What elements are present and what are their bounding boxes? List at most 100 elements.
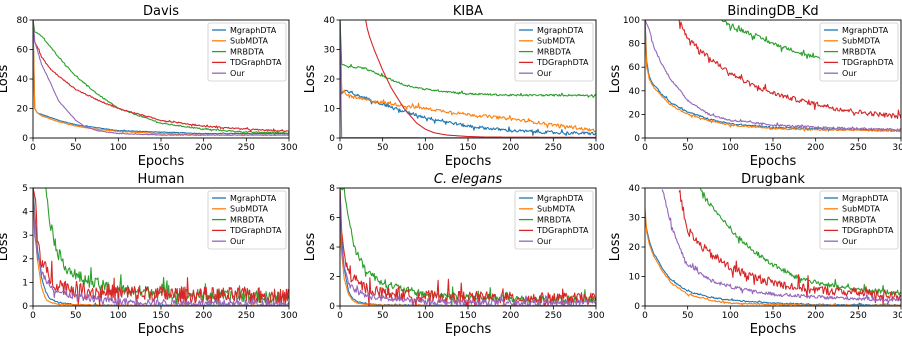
chart-panel: Davis 0 50 100 150 200 250 300 0 20 40 60 80 Epochs Lo… [0,4,298,169]
x-tick-label: 50 [70,143,82,153]
legend-label: TDGraphDTA [536,58,589,67]
y-tick-label: 4 [22,208,28,218]
x-tick-label: 200 [502,143,519,153]
y-tick-label: 40 [629,87,641,97]
x-tick-label: 200 [502,311,519,321]
y-axis-label: Loss [0,65,11,94]
x-tick-label: 150 [764,311,781,321]
legend-label: Our [230,69,245,78]
chart-title: Drugbank [741,172,805,187]
legend-label: MRBDTA [230,47,264,56]
legend-label: MgraphDTA [842,26,889,35]
y-tick-label: 80 [17,16,29,26]
y-tick-label: 1 [22,278,28,288]
x-axis-label: Epochs [750,322,797,337]
y-tick-label: 0 [329,302,335,312]
y-tick-label: 30 [629,214,641,224]
x-tick-label: 100 [110,311,127,321]
legend-label: TDGraphDTA [841,226,894,235]
y-tick-label: 80 [629,40,641,50]
y-axis-label: Loss [303,65,318,94]
chart-panel: KIBA 0 50 100 150 200 250 300 0 10 20 30 40 Epochs Los… [303,4,605,169]
series-line-our [33,188,289,306]
y-tick-label: 5 [22,184,28,194]
chart-title: Human [138,172,185,187]
series-line-tdgraphdta [33,20,289,133]
x-axis-label: Epochs [138,154,185,169]
series-line-mrbdta [340,20,596,98]
series-line-mgraphdta [340,20,596,136]
chart-title: BindingDB_Kd [727,4,818,19]
legend-label: MRBDTA [842,215,876,224]
x-tick-label: 50 [70,311,82,321]
x-tick-label: 200 [807,311,824,321]
series-line-our [661,189,901,304]
y-tick-label: 20 [629,243,641,253]
x-axis-label: Epochs [138,322,185,337]
x-tick-label: 100 [722,311,739,321]
legend-label: SubMDTA [230,205,269,214]
y-tick-label: 3 [22,231,28,241]
chart-title: KIBA [453,4,483,19]
legend-label: SubMDTA [537,205,576,214]
x-tick-label: 0 [30,143,36,153]
x-tick-label: 100 [417,311,434,321]
series-line-our [33,20,289,137]
series-line-tdgraphdta [33,188,289,306]
y-tick-label: 0 [634,134,640,144]
legend-label: MgraphDTA [842,194,889,203]
series-group [645,20,901,133]
legend-box [819,190,899,250]
x-tick-label: 0 [642,143,648,153]
chart-title: C. elegans [434,172,502,187]
series-line-mrbdta [699,188,901,296]
x-tick-label: 100 [722,143,739,153]
series-line-mrbdta [33,20,289,135]
x-axis-label: Epochs [445,154,492,169]
x-tick-label: 0 [337,311,343,321]
y-axis-label: Loss [608,65,623,94]
legend-label: MgraphDTA [537,26,584,35]
y-tick-label: 2 [329,273,335,283]
legend-label: TDGraphDTA [841,58,894,67]
legend-label: SubMDTA [842,37,881,46]
legend-label: SubMDTA [537,37,576,46]
x-tick-label: 200 [195,311,212,321]
y-axis-label: Loss [608,233,623,262]
x-tick-label: 150 [152,143,169,153]
y-tick-label: 0 [22,302,28,312]
legend-label: Our [537,69,552,78]
series-line-tdgraphdta [678,20,901,120]
x-tick-label: 200 [807,143,824,153]
legend-label: Our [842,69,857,78]
series-line-mrbdta [721,20,825,62]
x-tick-label: 50 [377,143,389,153]
x-tick-label: 50 [377,311,389,321]
x-tick-label: 300 [280,143,297,153]
x-tick-label: 300 [587,143,604,153]
series-line-submdta [645,208,901,306]
x-tick-label: 200 [195,143,212,153]
series-line-submdta [340,20,596,133]
x-tick-label: 250 [545,143,562,153]
legend-label: MRBDTA [537,215,571,224]
legend-label: Our [842,237,857,246]
x-axis-label: Epochs [750,154,797,169]
y-tick-label: 20 [324,75,336,85]
legend-label: MgraphDTA [230,26,277,35]
chart-panel: Human 0 50 100 150 200 250 300 0 1 2 3 4 5 Epochs Loss M… [0,172,298,337]
x-tick-label: 150 [459,143,476,153]
x-tick-label: 250 [850,311,867,321]
y-tick-label: 0 [634,302,640,312]
y-tick-label: 6 [329,214,335,224]
legend-label: TDGraphDTA [229,226,282,235]
x-tick-label: 0 [642,311,648,321]
legend-box [514,22,594,82]
y-tick-label: 0 [329,134,335,144]
legend-box [514,190,594,250]
